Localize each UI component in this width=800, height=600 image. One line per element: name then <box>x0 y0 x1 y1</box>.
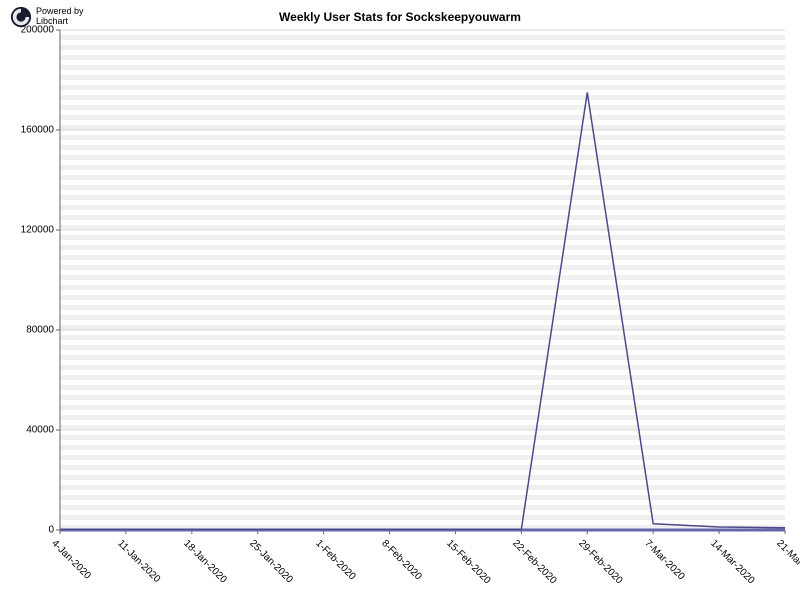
y-axis-label: 0 <box>6 525 54 536</box>
y-axis-label: 120000 <box>6 225 54 236</box>
y-axis-label: 80000 <box>6 325 54 336</box>
y-axis-label: 160000 <box>6 125 54 136</box>
line-chart <box>0 0 800 600</box>
y-axis-label: 40000 <box>6 425 54 436</box>
y-axis-label: 200000 <box>6 25 54 36</box>
